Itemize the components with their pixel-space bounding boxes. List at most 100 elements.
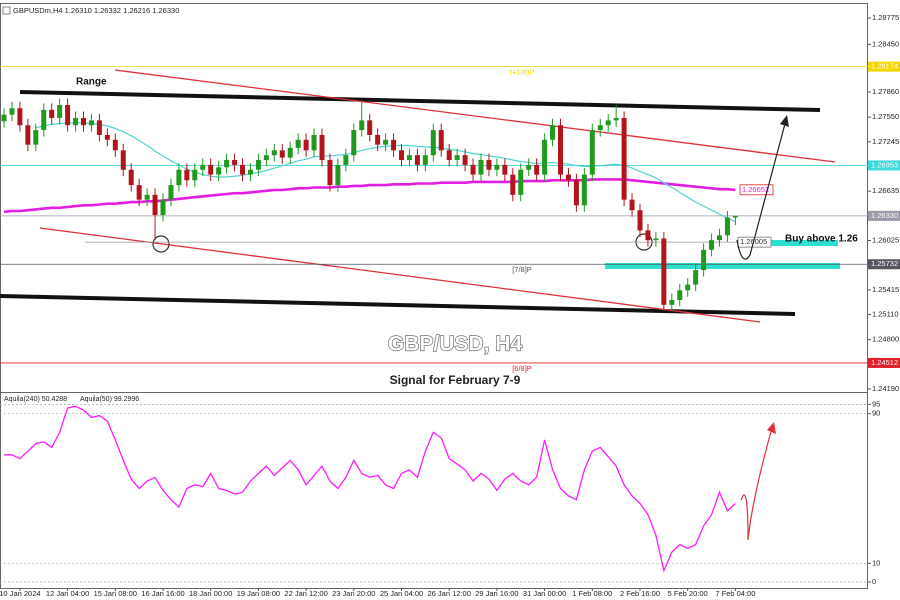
level-label-box bbox=[868, 210, 900, 221]
y-tick-label: 1.26025 bbox=[872, 236, 899, 245]
candle-body bbox=[247, 169, 253, 175]
level-label: 1.25732 bbox=[871, 259, 898, 268]
arrow-head bbox=[780, 115, 789, 127]
candle-body bbox=[359, 120, 365, 131]
candle-body bbox=[232, 160, 238, 165]
candle-body bbox=[136, 185, 142, 200]
channel-bottom-line bbox=[39, 227, 761, 323]
x-tick-label: 25 Jan 04:00 bbox=[380, 589, 423, 598]
data-layer: 1.28775 1.28450 1.27860 1.27550 1.27245 1.266… bbox=[0, 13, 900, 598]
y-tick-label: 1.24190 bbox=[872, 384, 899, 393]
candle-body bbox=[669, 300, 675, 305]
level-label-box bbox=[868, 259, 900, 270]
x-tick-label: 31 Jan 00:00 bbox=[523, 589, 566, 598]
candle-body bbox=[717, 235, 722, 241]
candle-body bbox=[41, 109, 47, 131]
candle-body bbox=[208, 164, 214, 175]
y-tick-label: 1.24800 bbox=[872, 335, 899, 344]
candle-body bbox=[724, 217, 730, 236]
level-tag: (+1/8)P bbox=[510, 68, 535, 77]
candle-body bbox=[112, 139, 118, 151]
y-tick-label: 95 bbox=[872, 399, 880, 408]
level-label: 1.26330 bbox=[871, 211, 898, 220]
candle-body bbox=[96, 120, 102, 135]
candle-body bbox=[144, 194, 150, 200]
level-label: 1.24512 bbox=[871, 358, 898, 367]
candle-body bbox=[152, 194, 158, 216]
candle-body bbox=[701, 249, 707, 271]
annotation: GBP/USD, H4 bbox=[388, 333, 523, 356]
candle-body bbox=[430, 130, 436, 156]
candle-body bbox=[573, 180, 579, 206]
candle-body bbox=[438, 130, 444, 151]
y-tick-label: 1.28775 bbox=[872, 13, 899, 22]
candle-body bbox=[613, 117, 619, 121]
annotation: Signal for February 7-9 bbox=[390, 373, 521, 387]
candle-body bbox=[33, 130, 39, 145]
candle-body bbox=[645, 230, 651, 241]
y-tick-label: 1.26635 bbox=[872, 186, 899, 195]
candle-body bbox=[454, 155, 460, 161]
candle-body bbox=[621, 117, 627, 200]
candle-body bbox=[311, 134, 317, 151]
candle-body bbox=[279, 150, 285, 158]
candle-body bbox=[653, 238, 659, 241]
candle-body bbox=[383, 139, 389, 145]
candle-body bbox=[518, 169, 524, 195]
candle-body bbox=[57, 105, 63, 118]
candle-body bbox=[200, 164, 206, 170]
candle-body bbox=[65, 105, 71, 126]
y-tick-label: 1.27860 bbox=[872, 87, 899, 96]
candle-body bbox=[351, 130, 357, 156]
candle-body bbox=[478, 160, 484, 175]
candle-body bbox=[263, 155, 269, 161]
candle-body bbox=[216, 167, 222, 175]
candle-body bbox=[128, 169, 134, 186]
candle-body bbox=[605, 120, 611, 126]
price-label: 1.26652 bbox=[742, 185, 769, 194]
y-tick-label: 1.27550 bbox=[872, 112, 899, 121]
candle-body bbox=[637, 210, 643, 231]
candle-body bbox=[446, 150, 452, 161]
candle-body bbox=[176, 169, 182, 186]
candle-body bbox=[343, 155, 349, 165]
candle-body bbox=[255, 160, 261, 170]
candle-body bbox=[399, 150, 404, 161]
candle-body bbox=[550, 125, 556, 140]
candle-body bbox=[367, 120, 373, 135]
y-tick-label: 90 bbox=[872, 409, 880, 418]
x-tick-label: 12 Jan 04:00 bbox=[46, 589, 89, 598]
candle-body bbox=[160, 199, 166, 216]
candle-body bbox=[327, 160, 333, 186]
y-tick-label: 1.25110 bbox=[872, 310, 899, 319]
candle-body bbox=[565, 174, 571, 181]
candle-body bbox=[295, 139, 301, 148]
candle-body bbox=[526, 164, 532, 170]
candle-body bbox=[709, 240, 715, 250]
y-tick-label: 0 bbox=[872, 577, 876, 586]
x-tick-label: 15 Jan 08:00 bbox=[94, 589, 137, 598]
buy-zone bbox=[738, 240, 838, 246]
candle-body bbox=[406, 155, 412, 161]
y-tick-label: 1.27245 bbox=[872, 137, 899, 146]
candle-body bbox=[17, 108, 23, 126]
x-tick-label: 23 Jan 20:00 bbox=[332, 589, 375, 598]
candle-body bbox=[120, 150, 126, 170]
annotation: Buy above 1.26 bbox=[785, 234, 858, 245]
candle-body bbox=[192, 169, 198, 181]
symbol-icon bbox=[2, 6, 11, 15]
legend-entry: Aquila(50) 99.2996 bbox=[80, 396, 139, 403]
candle-body bbox=[597, 125, 603, 131]
candle-body bbox=[693, 270, 699, 285]
x-tick-label: 10 Jan 2024 bbox=[0, 589, 41, 598]
x-tick-label: 16 Jan 16:00 bbox=[141, 589, 184, 598]
x-tick-label: 29 Jan 16:00 bbox=[475, 589, 518, 598]
candle-body bbox=[462, 155, 468, 165]
candle-body bbox=[168, 185, 174, 200]
candle-body bbox=[303, 139, 309, 151]
range-top-line bbox=[19, 90, 821, 112]
annotation: Range bbox=[76, 77, 107, 88]
candle-body bbox=[224, 160, 230, 168]
candle-body bbox=[589, 130, 595, 175]
